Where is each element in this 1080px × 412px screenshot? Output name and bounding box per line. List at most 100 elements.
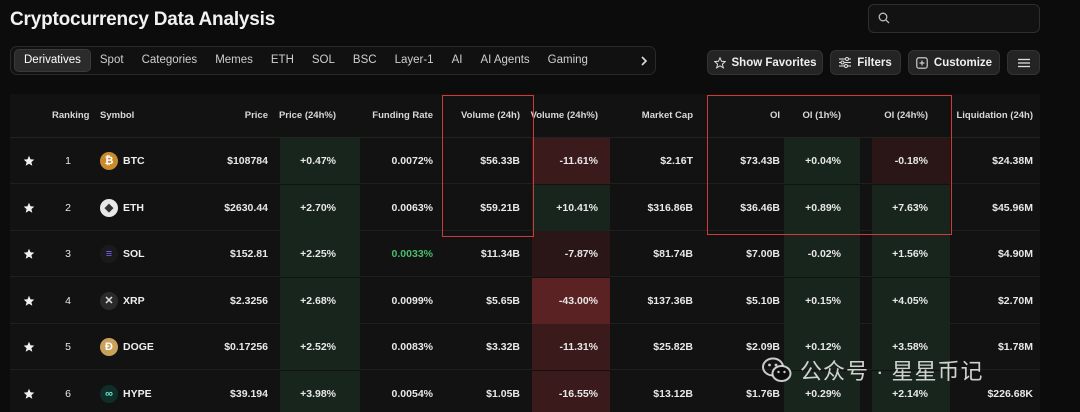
cell-shade: [280, 138, 360, 184]
oi-cell: $5.10B: [746, 294, 780, 307]
symbol-cell[interactable]: SOL: [123, 248, 145, 260]
cell-shade: [532, 277, 610, 324]
volume-cell: $56.33B: [480, 155, 520, 167]
star-outline-icon: [713, 56, 726, 69]
favorite-star-icon[interactable]: [23, 295, 35, 307]
volume-cell: $59.21B: [480, 201, 520, 214]
oi-1h-cell: +0.04%: [805, 155, 841, 167]
filters-button[interactable]: Filters: [830, 50, 901, 75]
hype-coin-icon: ∞: [100, 384, 118, 403]
column-header-funding-rate[interactable]: Funding Rate: [372, 110, 433, 121]
rank-cell: 1: [65, 155, 71, 167]
volume-cell: $11.34B: [480, 248, 520, 260]
cell-shade: [872, 370, 950, 412]
tab-spot[interactable]: Spot: [99, 54, 124, 66]
rank-cell: 4: [65, 294, 71, 307]
price-change-cell: +2.70%: [300, 201, 336, 214]
rank-cell: 2: [65, 201, 71, 214]
table-row[interactable]: 6 ∞ HYPE $39.194 +3.98% 0.0054% $1.05B -16.55% $…: [10, 370, 1040, 412]
volume-change-cell: +10.41%: [556, 201, 598, 214]
symbol-cell[interactable]: BTC: [123, 155, 145, 167]
funding-rate-cell: 0.0033%: [391, 248, 433, 260]
column-header-volume[interactable]: Volume (24h): [461, 110, 520, 121]
liquidation-cell: $2.70M: [997, 294, 1033, 307]
cell-shade: [872, 184, 950, 231]
liquidation-cell: $226.68K: [987, 387, 1033, 400]
symbol-cell[interactable]: DOGE: [123, 341, 154, 353]
table-row[interactable]: 3 ≡ SOL $152.81 +2.25% 0.0033% $11.34B -7.87% $8…: [10, 231, 1040, 277]
customize-label: Customize: [933, 56, 993, 69]
cell-shade: [784, 277, 860, 324]
tab-memes[interactable]: Memes: [215, 54, 253, 66]
funding-rate-cell: 0.0063%: [391, 201, 433, 214]
volume-change-cell: -11.61%: [559, 155, 598, 167]
tab-ai[interactable]: AI: [451, 54, 463, 66]
cell-shade: [872, 277, 950, 324]
cell-shade: [532, 184, 610, 231]
column-header-liquidation[interactable]: Liquidation (24h): [956, 110, 1033, 121]
tab-sol[interactable]: SOL: [311, 54, 335, 66]
tabs-scroll-right-button[interactable]: [633, 47, 655, 74]
price-cell: $108784: [227, 155, 268, 167]
volume-change-cell: -43.00%: [558, 294, 598, 307]
oi-24h-cell: +7.63%: [892, 201, 928, 214]
column-header-ranking[interactable]: Ranking: [52, 110, 90, 121]
cell-shade: [872, 231, 950, 277]
cell-shade: [280, 324, 360, 370]
oi-24h-cell: +4.05%: [892, 294, 928, 307]
cell-shade: [280, 184, 360, 231]
symbol-cell[interactable]: XRP: [123, 294, 145, 307]
column-header-market-cap[interactable]: Market Cap: [641, 110, 693, 121]
oi-cell: $7.00B: [746, 248, 780, 260]
rank-cell: 5: [65, 341, 71, 353]
cell-shade: [784, 138, 860, 184]
cell-shade: [532, 138, 610, 184]
table-row[interactable]: 2 ◆ ETH $2630.44 +2.70% 0.0063% $59.21B +10.41%…: [10, 184, 1040, 231]
derivatives-table: Ranking Symbol Price Price (24h%) Fundin…: [10, 94, 1040, 412]
tab-ai-agents[interactable]: AI Agents: [480, 54, 530, 66]
volume-change-cell: -11.31%: [559, 341, 598, 353]
cell-shade: [784, 184, 860, 231]
column-header-price[interactable]: Price: [244, 110, 268, 121]
liquidation-cell: $45.96M: [992, 201, 1033, 214]
watermark: 公众号 · 星星币记: [762, 350, 984, 390]
symbol-cell[interactable]: ETH: [123, 201, 144, 214]
tab-bsc[interactable]: BSC: [352, 54, 377, 66]
search-box[interactable]: [868, 4, 1040, 33]
favorite-star-icon[interactable]: [23, 341, 35, 353]
cell-shade: [532, 231, 610, 277]
favorite-star-icon[interactable]: [23, 202, 35, 214]
customize-button[interactable]: Customize: [908, 50, 1000, 75]
cell-shade: [280, 231, 360, 277]
market-cap-cell: $13.12B: [653, 387, 693, 400]
menu-lines-icon: [1017, 58, 1030, 67]
category-tabs: Derivatives Spot Categories Memes ETH SO…: [10, 46, 656, 75]
market-cap-cell: $25.82B: [653, 341, 693, 353]
column-header-volume-change[interactable]: Volume (24h%): [530, 110, 598, 121]
table-row[interactable]: 1 ₿ BTC $108784 +0.47% 0.0072% $56.33B -11.61% $…: [10, 138, 1040, 184]
oi-24h-cell: +2.14%: [892, 387, 928, 400]
tab-gaming[interactable]: Gaming: [547, 54, 588, 66]
settings-menu-button[interactable]: [1007, 50, 1040, 75]
favorite-star-icon[interactable]: [23, 388, 35, 400]
column-header-oi[interactable]: OI: [769, 110, 780, 121]
price-cell: $0.17256: [224, 341, 268, 353]
tab-layer-1[interactable]: Layer-1: [394, 54, 434, 66]
column-header-oi-24h[interactable]: OI (24h%): [884, 110, 928, 121]
price-cell: $152.81: [230, 248, 268, 260]
tab-categories[interactable]: Categories: [141, 54, 198, 66]
favorite-star-icon[interactable]: [23, 248, 35, 260]
tab-derivatives[interactable]: Derivatives: [14, 49, 91, 72]
column-header-price-change[interactable]: Price (24h%): [278, 110, 336, 121]
column-header-oi-1h[interactable]: OI (1h%): [802, 110, 841, 121]
table-row[interactable]: 5 Ð DOGE $0.17256 +2.52% 0.0083% $3.32B -11.31%…: [10, 324, 1040, 370]
symbol-cell[interactable]: HYPE: [123, 387, 152, 400]
column-header-symbol[interactable]: Symbol: [100, 110, 135, 121]
favorite-star-icon[interactable]: [23, 155, 35, 167]
show-favorites-button[interactable]: Show Favorites: [707, 50, 823, 75]
oi-24h-cell: +3.58%: [892, 341, 928, 353]
tab-eth[interactable]: ETH: [270, 54, 294, 66]
cell-shade: [280, 370, 360, 412]
search-input[interactable]: [895, 9, 1035, 29]
table-row[interactable]: 4 ✕ XRP $2.3256 +2.68% 0.0099% $5.65B -43.00% $1…: [10, 277, 1040, 324]
